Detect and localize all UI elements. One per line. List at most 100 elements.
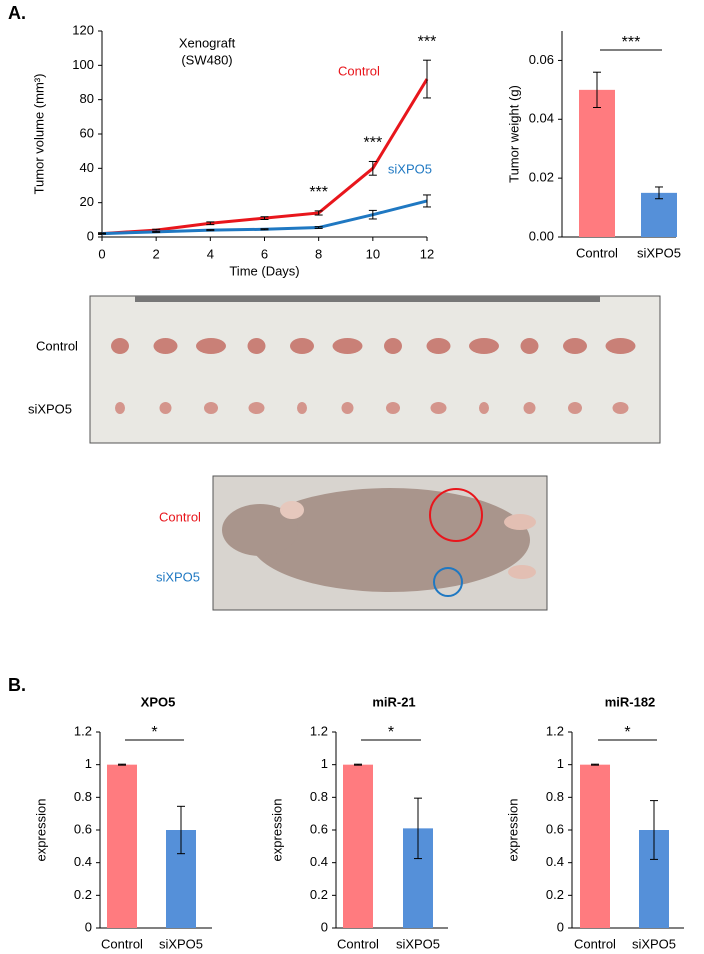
chart-title: miR-182 <box>605 694 656 709</box>
mouse-foot <box>508 565 536 579</box>
y-tick-label: 80 <box>80 91 94 106</box>
mouse-foot <box>504 514 536 530</box>
tumor <box>341 402 354 414</box>
significance: *** <box>622 34 641 51</box>
y-tick-label: 0.8 <box>74 789 92 804</box>
y-tick-label: 0.04 <box>529 111 554 126</box>
chart-title: miR-21 <box>372 694 415 709</box>
tumor <box>563 338 587 354</box>
y-tick-label: 0.8 <box>546 789 564 804</box>
y-tick-label: 100 <box>72 57 94 72</box>
y-tick-label: 0.4 <box>74 854 92 869</box>
inset-text: (SW480) <box>181 52 232 67</box>
x-tick-label: Control <box>576 245 618 260</box>
tumor <box>115 402 125 414</box>
x-tick-label: 4 <box>207 246 214 261</box>
tumor <box>384 338 402 354</box>
y-tick-label: 0.6 <box>546 821 564 836</box>
y-tick-label: 1 <box>85 756 92 771</box>
y-tick-label: 0.6 <box>74 821 92 836</box>
x-tick-label: siXPO5 <box>396 936 440 951</box>
y-tick-label: 0.8 <box>310 789 328 804</box>
bar <box>107 764 137 928</box>
annotation: *** <box>418 33 437 50</box>
y-axis-label: expression <box>269 799 284 862</box>
tumor <box>612 402 629 414</box>
tumor <box>159 402 172 414</box>
inset-text: Xenograft <box>179 35 236 50</box>
photo-label: Control <box>36 338 78 353</box>
mouse-head <box>222 504 298 556</box>
ruler <box>135 296 600 302</box>
tumor <box>247 338 266 354</box>
y-tick-label: 1.2 <box>74 723 92 738</box>
tumor <box>523 402 536 414</box>
series-label: siXPO5 <box>388 161 432 176</box>
tumor <box>568 402 582 414</box>
chart-title: XPO5 <box>141 694 176 709</box>
mouse-ear <box>280 501 304 519</box>
x-tick-label: 6 <box>261 246 268 261</box>
tumor <box>248 402 265 414</box>
tumor <box>426 338 451 354</box>
y-tick-label: 0.4 <box>546 854 564 869</box>
tumor <box>430 402 447 414</box>
tumor <box>479 402 489 414</box>
x-tick-label: 0 <box>98 246 105 261</box>
tumor <box>196 338 226 354</box>
tumor <box>153 338 178 354</box>
y-axis-label: expression <box>505 799 520 862</box>
y-tick-label: 0.6 <box>310 821 328 836</box>
tumor-photo <box>89 295 661 444</box>
bar <box>343 764 373 928</box>
significance: * <box>151 724 157 741</box>
tumor <box>111 338 129 354</box>
tumor <box>204 402 218 414</box>
y-tick-label: 20 <box>80 194 94 209</box>
y-tick-label: 1 <box>557 756 564 771</box>
series-line <box>101 78 429 236</box>
y-tick-label: 0.4 <box>310 854 328 869</box>
annotation: *** <box>363 135 382 152</box>
x-axis-label: Time (Days) <box>229 263 299 278</box>
tumor <box>520 338 539 354</box>
y-tick-label: 0 <box>87 228 94 243</box>
photo-label: siXPO5 <box>156 569 200 584</box>
y-tick-label: 0 <box>321 919 328 934</box>
y-tick-label: 0.00 <box>529 228 554 243</box>
x-tick-label: Control <box>101 936 143 951</box>
tumor-circle <box>429 488 483 542</box>
tumor <box>469 338 499 354</box>
y-tick-label: 1 <box>321 756 328 771</box>
tumor <box>386 402 400 414</box>
panel-label: B. <box>8 675 26 695</box>
significance: * <box>388 724 394 741</box>
y-tick-label: 0 <box>557 919 564 934</box>
tumor <box>290 338 314 354</box>
y-tick-label: 1.2 <box>546 723 564 738</box>
tumor <box>297 402 307 414</box>
series-label: Control <box>338 63 380 78</box>
y-axis-label: Tumor volume (mm³) <box>31 74 46 195</box>
x-tick-label: Control <box>574 936 616 951</box>
x-tick-label: 2 <box>153 246 160 261</box>
tumor <box>332 338 363 354</box>
x-tick-label: siXPO5 <box>159 936 203 951</box>
x-tick-label: 10 <box>366 246 380 261</box>
bar <box>641 192 677 237</box>
y-axis-label: Tumor weight (g) <box>506 85 521 183</box>
y-tick-label: 0.02 <box>529 170 554 185</box>
y-tick-label: 0.2 <box>546 887 564 902</box>
photo-frame <box>89 295 661 444</box>
y-tick-label: 0.2 <box>74 887 92 902</box>
bar <box>580 764 610 928</box>
x-tick-label: siXPO5 <box>632 936 676 951</box>
mouse-photo <box>212 475 548 611</box>
photo-label: Control <box>159 509 201 524</box>
y-tick-label: 0.2 <box>310 887 328 902</box>
annotation: *** <box>309 184 328 201</box>
mouse-body <box>250 488 530 592</box>
x-tick-label: 8 <box>315 246 322 261</box>
bar <box>579 89 615 237</box>
